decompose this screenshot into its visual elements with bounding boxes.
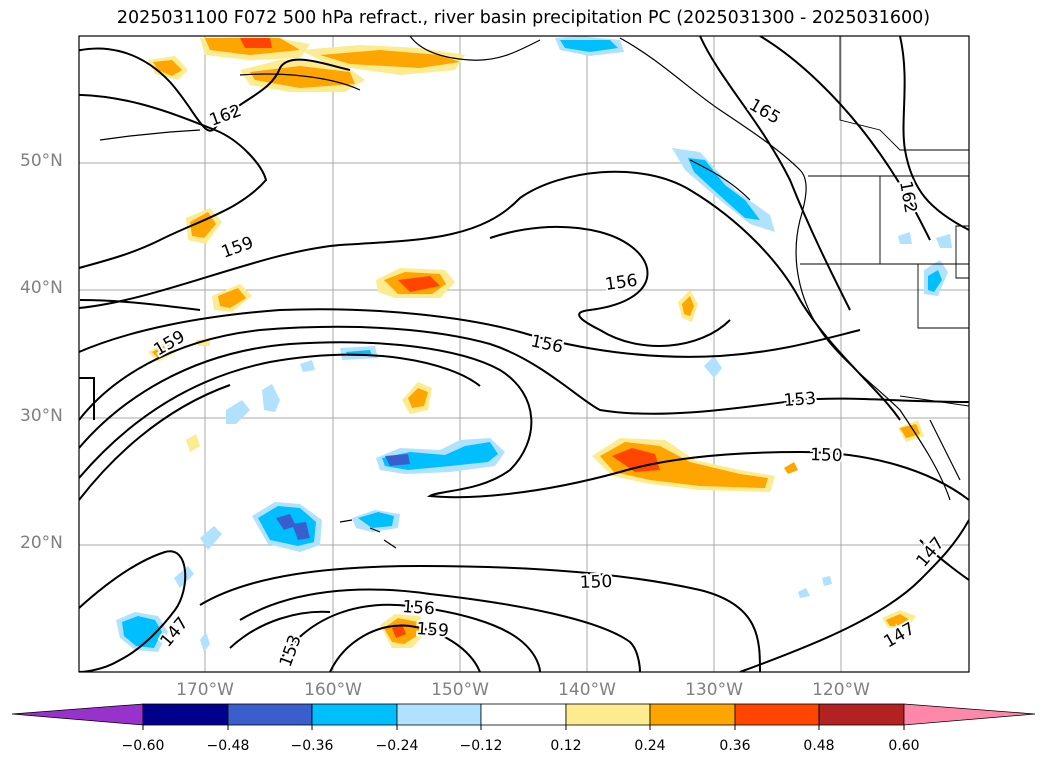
colorbar-swatch: [734, 703, 820, 726]
map-frame: [78, 35, 970, 673]
colorbar-swatch: [227, 703, 313, 726]
contour-165: [699, 36, 851, 311]
lat-label-40n: 40°N: [20, 278, 63, 298]
contour-label: 150: [579, 572, 612, 593]
colorbar-tick-label: −0.48: [206, 738, 250, 754]
coast-west-na: [619, 37, 951, 501]
colorbar-tick-label: 0.48: [803, 738, 835, 754]
map-panel: [79, 36, 969, 672]
contour-156-north: [79, 170, 901, 421]
lat-label-20n: 20°N: [20, 533, 63, 553]
lon-label-170w: 170°W: [176, 680, 234, 700]
border-canada-internal: [839, 36, 969, 151]
coast-island-bc: [689, 159, 751, 201]
colorbar-tick-label: −0.60: [121, 738, 165, 754]
lat-label-30n: 30°N: [20, 406, 63, 426]
coast-hawaii-2: [369, 527, 381, 533]
colorbar-swatch: [649, 703, 736, 726]
colorbar-swatch: [396, 703, 482, 726]
contour-159-north: [79, 93, 268, 269]
contour-150-south: [199, 564, 761, 672]
colorbar: [11, 703, 1036, 730]
border-mexico: [899, 395, 969, 407]
coast-aleutians: [99, 129, 201, 141]
colorbar-swatch: [480, 703, 567, 726]
precip-fields: [116, 36, 952, 652]
contour-156-south: [279, 603, 541, 672]
lon-label-120w: 120°W: [812, 680, 870, 700]
contour-edge-west: [79, 377, 95, 420]
colorbar-tick-label: 0.24: [634, 738, 666, 754]
contour-159-south: [329, 624, 481, 672]
colorbar-swatch: [142, 703, 229, 726]
negative-anomaly-patches: [116, 36, 952, 652]
lon-label-160w: 160°W: [304, 680, 362, 700]
colorbar-tick-label: 0.36: [719, 738, 751, 754]
contour-label: 150: [810, 445, 843, 466]
coastlines: [99, 36, 961, 549]
lon-label-140w: 140°W: [558, 680, 616, 700]
lat-label-50n: 50°N: [20, 151, 63, 171]
colorbar-tick-label: 0.12: [550, 738, 582, 754]
colorbar-swatch: [311, 703, 398, 726]
contour-147-east: [919, 539, 969, 581]
contour-150-inner: [79, 353, 481, 479]
lon-label-130w: 130°W: [685, 680, 743, 700]
contour-label: 153: [783, 389, 817, 411]
lon-label-150w: 150°W: [431, 680, 489, 700]
colorbar-tick-label: −0.12: [459, 738, 503, 754]
contour-153-south: [239, 588, 641, 672]
border-nv: [917, 264, 969, 329]
coast-alaska-pen: [239, 73, 361, 91]
contour-147-west: [79, 384, 231, 501]
coast-hawaii-1: [339, 519, 353, 523]
colorbar-tick-label: −0.36: [290, 738, 334, 754]
contour-label: 159: [416, 619, 450, 641]
contour-162-east: [759, 36, 931, 241]
colorbar-swatch: [565, 703, 651, 726]
colorbar-extend-low: [11, 703, 144, 726]
coast-baja: [929, 419, 961, 481]
contour-label: 156: [402, 597, 436, 619]
colorbar-swatch: [818, 703, 905, 726]
coast-hawaii-3: [383, 539, 397, 549]
contour-147-se: [739, 519, 969, 672]
refractivity-contours: [79, 36, 969, 672]
colorbar-extend-high: [903, 703, 1036, 726]
contour-153-sw: [229, 610, 331, 649]
colorbar-tick-label: 0.60: [888, 738, 920, 754]
contour-153: [79, 325, 969, 421]
contour-156-south: [79, 308, 861, 358]
contour-147-sw: [79, 550, 187, 672]
coast-alaska: [409, 36, 541, 61]
colorbar-tick-label: −0.24: [375, 738, 419, 754]
contour-150-north: [79, 341, 969, 501]
border-ut: [955, 225, 969, 279]
positive-anomaly-patches: [148, 36, 924, 648]
contour-162: [79, 47, 351, 132]
contour-156-inner: [489, 225, 731, 347]
map-title: 2025031100 F072 500 hPa refract., river …: [116, 8, 931, 28]
contour-extra: [79, 299, 201, 311]
state-borders: [800, 36, 969, 407]
